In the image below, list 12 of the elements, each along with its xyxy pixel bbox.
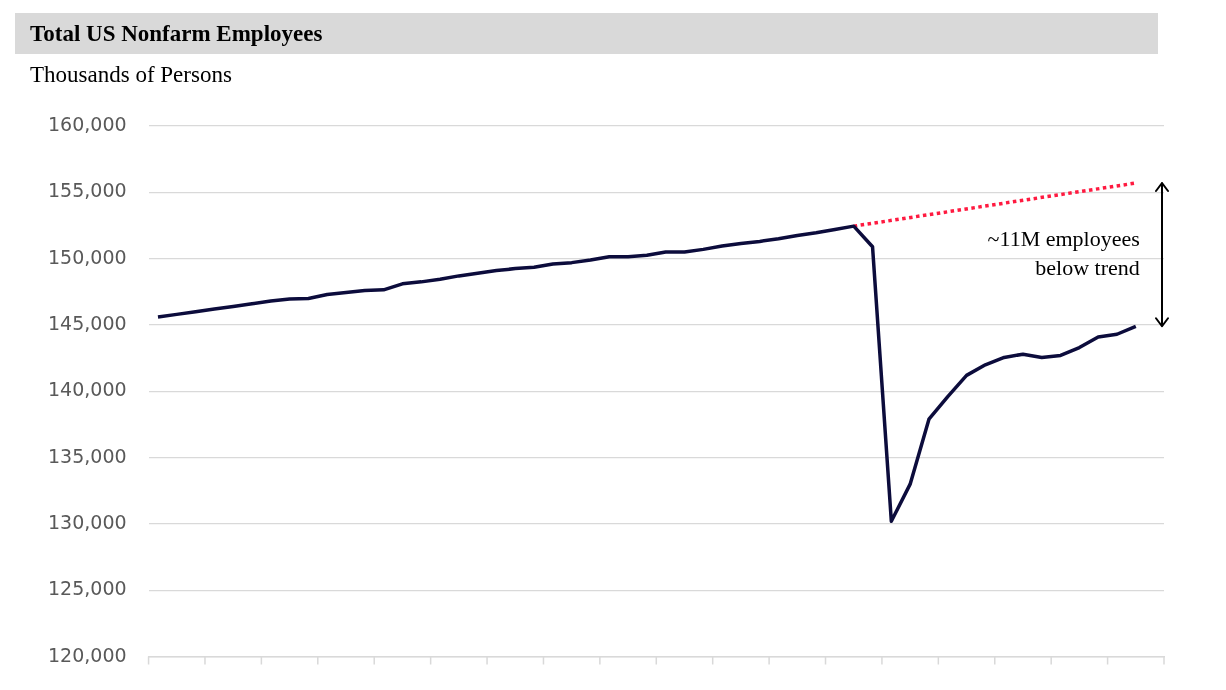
- y-axis-title: Thousands of Persons: [30, 62, 232, 88]
- y-tick-label: 160,000: [47, 112, 127, 135]
- chart-title: Total US Nonfarm Employees: [30, 20, 323, 47]
- y-tick-label: 125,000: [47, 577, 127, 600]
- y-tick-label: 155,000: [47, 179, 127, 202]
- y-tick-label: 135,000: [47, 444, 127, 467]
- y-tick-label: 130,000: [47, 510, 127, 533]
- y-tick-label: 150,000: [47, 245, 127, 268]
- y-tick-label: 145,000: [47, 311, 127, 334]
- y-tick-label: 140,000: [47, 378, 127, 401]
- y-tick-label: 120,000: [47, 643, 127, 666]
- annotation: ~11M employees below trend: [987, 225, 1140, 280]
